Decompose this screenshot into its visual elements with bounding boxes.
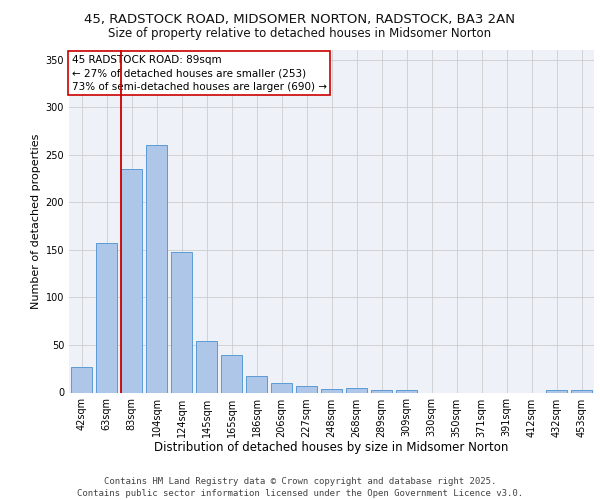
Bar <box>121 169 142 392</box>
Bar <box>146 145 167 392</box>
Text: 45, RADSTOCK ROAD, MIDSOMER NORTON, RADSTOCK, BA3 2AN: 45, RADSTOCK ROAD, MIDSOMER NORTON, RADS… <box>85 12 515 26</box>
Bar <box>221 356 242 393</box>
Text: Size of property relative to detached houses in Midsomer Norton: Size of property relative to detached ho… <box>109 28 491 40</box>
Text: 45 RADSTOCK ROAD: 89sqm
← 27% of detached houses are smaller (253)
73% of semi-d: 45 RADSTOCK ROAD: 89sqm ← 27% of detache… <box>71 55 326 92</box>
Bar <box>171 252 192 392</box>
Bar <box>546 390 567 392</box>
Bar <box>71 367 92 392</box>
Bar <box>246 376 267 392</box>
Bar <box>196 341 217 392</box>
Bar <box>571 390 592 392</box>
Bar <box>96 243 117 392</box>
Bar <box>321 388 342 392</box>
Text: Contains HM Land Registry data © Crown copyright and database right 2025.
Contai: Contains HM Land Registry data © Crown c… <box>77 476 523 498</box>
X-axis label: Distribution of detached houses by size in Midsomer Norton: Distribution of detached houses by size … <box>154 441 509 454</box>
Bar <box>346 388 367 392</box>
Bar <box>371 390 392 392</box>
Bar <box>396 390 417 392</box>
Bar <box>271 383 292 392</box>
Y-axis label: Number of detached properties: Number of detached properties <box>31 134 41 309</box>
Bar <box>296 386 317 392</box>
